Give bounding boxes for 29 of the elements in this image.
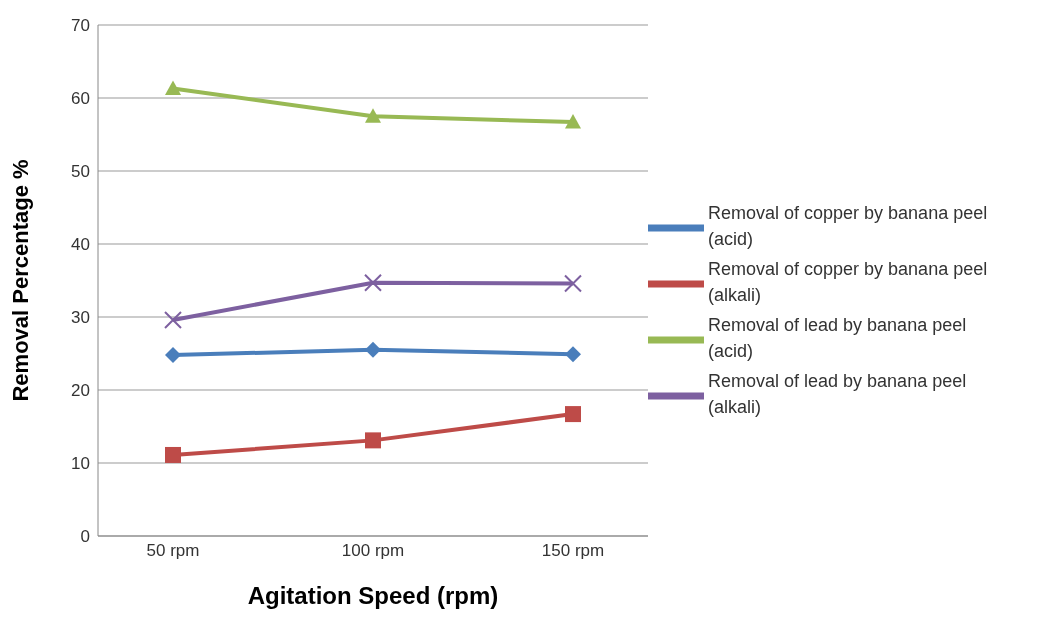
- x-tick-label: 150 rpm: [541, 541, 605, 561]
- y-tick-label: 30: [71, 308, 90, 328]
- point: [565, 114, 581, 129]
- x-axis-title: Agitation Speed (rpm): [247, 582, 499, 609]
- legend-label: Removal of copper by banana peel (alkali): [708, 258, 989, 307]
- point: [564, 274, 582, 293]
- point: [165, 346, 181, 363]
- point: [365, 432, 381, 449]
- legend-label: Removal of lead by banana peel (acid): [708, 314, 968, 363]
- point: [565, 346, 581, 363]
- point: [165, 446, 181, 463]
- y-tick-label: 10: [71, 454, 90, 474]
- y-tick-label: 20: [71, 381, 90, 401]
- point: [165, 80, 181, 95]
- x-tick-label: 50 rpm: [146, 541, 200, 561]
- point: [365, 341, 381, 358]
- point: [365, 108, 381, 123]
- legend-label: Removal of lead by banana peel (alkali): [708, 370, 968, 419]
- y-tick-label: 40: [71, 235, 90, 255]
- y-tick-label: 50: [71, 162, 90, 182]
- point: [164, 310, 182, 329]
- point: [565, 406, 581, 423]
- point: [364, 273, 382, 292]
- y-tick-label: 70: [71, 16, 90, 36]
- y-tick-label: 0: [80, 527, 90, 547]
- y-tick-label: 60: [71, 89, 90, 109]
- legend-label: Removal of copper by banana peel (acid): [708, 202, 989, 251]
- y-axis-title: Removal Percentage %: [7, 159, 33, 402]
- x-tick-label: 100 rpm: [341, 541, 405, 561]
